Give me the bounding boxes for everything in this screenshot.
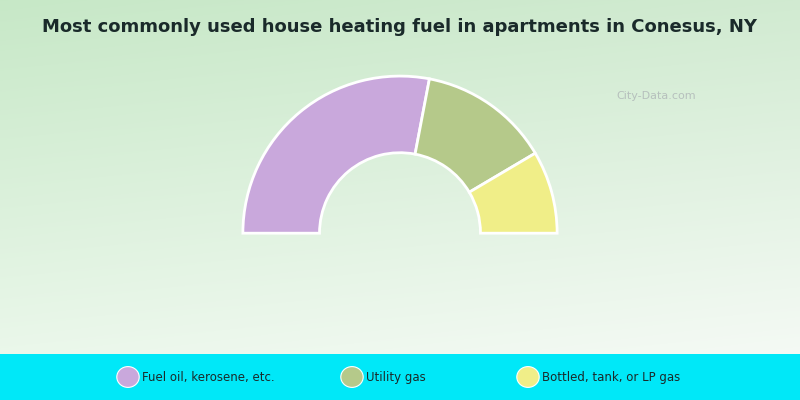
Text: City-Data.com: City-Data.com: [616, 91, 696, 101]
Text: Utility gas: Utility gas: [366, 370, 426, 384]
Text: Most commonly used house heating fuel in apartments in Conesus, NY: Most commonly used house heating fuel in…: [42, 18, 758, 36]
Text: Fuel oil, kerosene, etc.: Fuel oil, kerosene, etc.: [142, 370, 275, 384]
Text: Bottled, tank, or LP gas: Bottled, tank, or LP gas: [542, 370, 681, 384]
Wedge shape: [415, 79, 535, 192]
Bar: [0, 354, 800, 400]
Wedge shape: [243, 76, 430, 233]
Wedge shape: [470, 153, 557, 233]
